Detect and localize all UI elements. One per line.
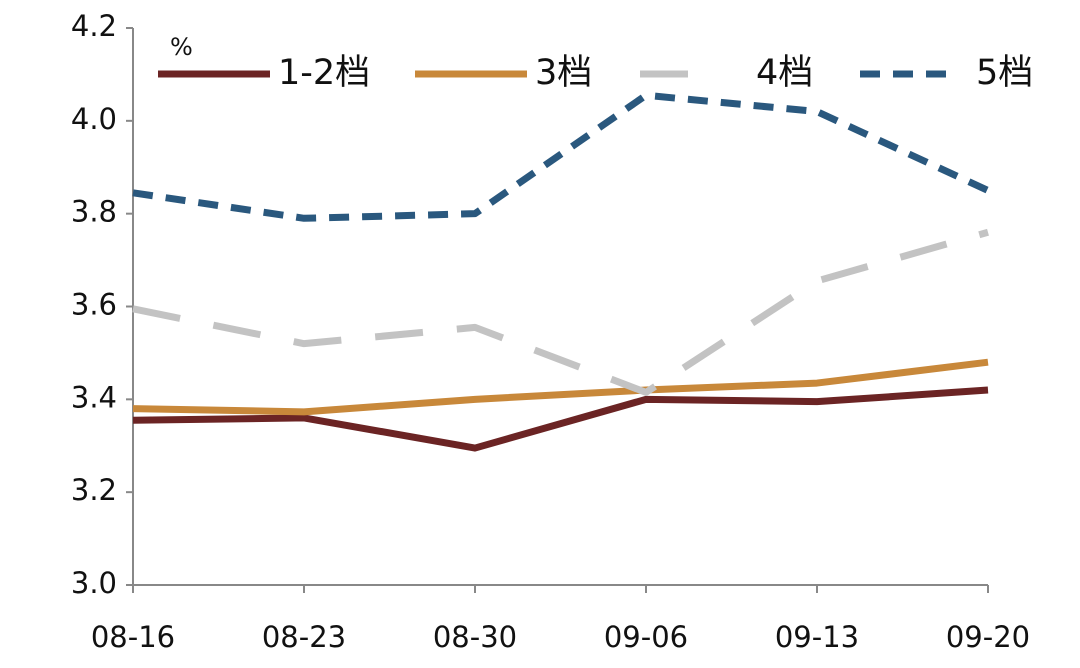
series-line [132, 228, 989, 396]
y-tick-label: 3.2 [71, 473, 117, 507]
unit-label: % [170, 33, 193, 61]
legend-label: 1-2档 [278, 53, 370, 93]
x-tick-label: 08-30 [433, 620, 517, 654]
y-tick-label: 3.0 [71, 566, 117, 600]
series-line [132, 386, 989, 452]
legend-label: 3档 [535, 53, 592, 93]
y-tick-label: 3.8 [71, 195, 117, 229]
legend-label: 4档 [756, 53, 813, 93]
y-tick-label: 4.2 [71, 9, 117, 43]
x-tick-label: 08-16 [91, 620, 175, 654]
x-tick-label: 09-20 [946, 620, 1030, 654]
x-tick-label: 08-23 [262, 620, 346, 654]
legend-label: 5档 [976, 53, 1033, 93]
y-tick-label: 3.6 [71, 288, 117, 322]
y-tick-label: 4.0 [71, 102, 117, 136]
y-tick-label: 3.4 [71, 380, 117, 414]
series-line [132, 91, 990, 222]
x-tick-label: 09-06 [604, 620, 688, 654]
series-line [132, 358, 989, 416]
x-tick-label: 09-13 [775, 620, 859, 654]
